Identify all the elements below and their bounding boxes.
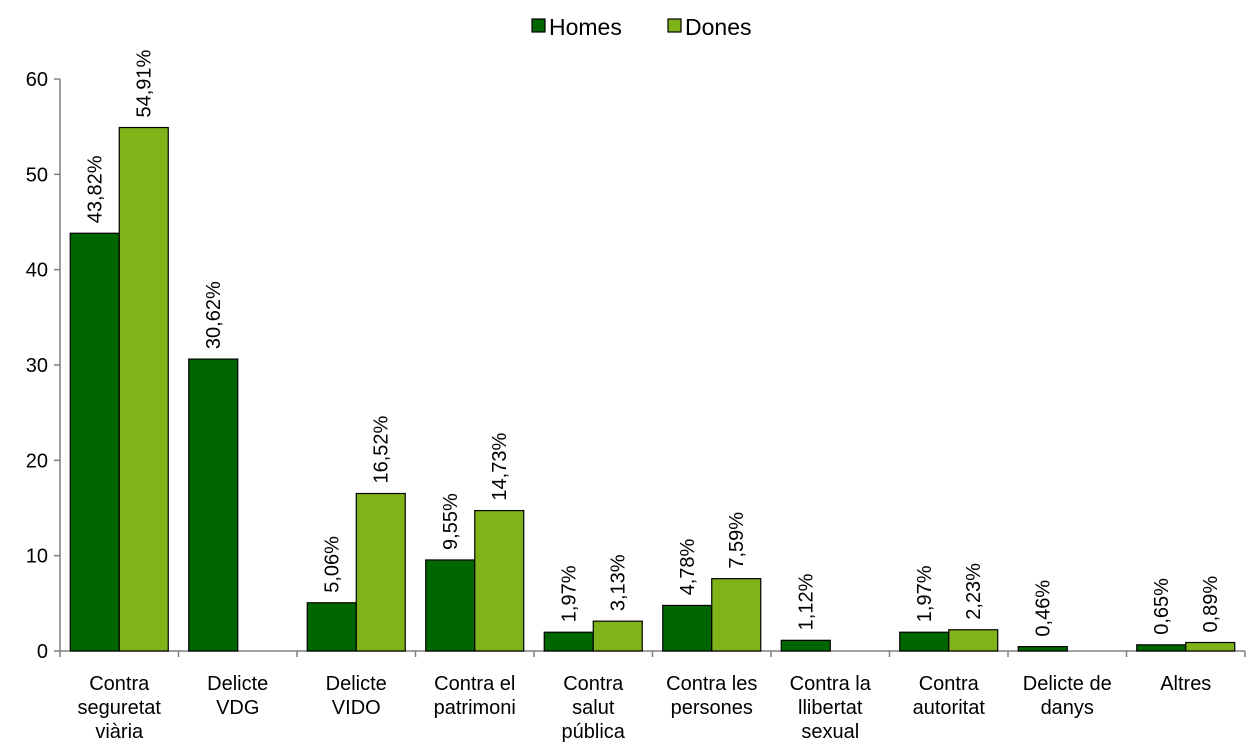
y-tick-label: 10 (26, 546, 48, 568)
bar-homes (543, 631, 594, 652)
bar-dones (1185, 641, 1236, 652)
data-label: 2,23% (963, 563, 985, 620)
data-labels: 43,82% 54,91% 30,62% 5,06% 16,52% 9,55% 14,73%… (85, 49, 1223, 636)
data-label: 1,12% (796, 573, 818, 630)
x-category-label: Contra seguretat viària (78, 673, 162, 743)
x-category-label: Contra la llibertat sexual (790, 673, 872, 743)
bar-dones (355, 492, 406, 652)
bar-dones (948, 629, 999, 652)
y-axis: 0 10 20 30 40 50 60 (26, 69, 61, 663)
data-label: 0,65% (1151, 578, 1173, 635)
bar-homes (425, 559, 476, 652)
y-tick-label: 40 (26, 260, 48, 282)
y-tick-label: 30 (26, 355, 48, 377)
y-tick-label: 0 (37, 641, 48, 663)
x-category-label: Contra el patrimoni (434, 673, 516, 719)
data-label: 1,97% (914, 565, 936, 622)
data-label: 30,62% (203, 281, 225, 349)
bar-homes (306, 602, 357, 652)
data-label: 7,59% (726, 512, 748, 569)
data-label: 4,78% (677, 539, 699, 596)
bar-homes (662, 604, 713, 652)
legend-swatch-homes (531, 18, 546, 33)
legend: Homes Dones (531, 14, 751, 40)
bar-homes (1017, 646, 1068, 652)
legend-label-homes: Homes (549, 14, 622, 40)
bar-homes (69, 232, 120, 652)
data-label: 14,73% (489, 433, 511, 501)
x-category-label: Contra salut pública (562, 673, 626, 743)
data-label: 5,06% (322, 536, 344, 593)
bar-dones (474, 509, 525, 652)
data-label: 16,52% (371, 415, 393, 483)
x-category-label: Contra les persones (666, 673, 757, 719)
x-category-label: Altres (1160, 673, 1211, 695)
data-label: 3,13% (608, 554, 630, 611)
x-category-label: Contra autoritat (913, 673, 986, 719)
bars (69, 126, 1236, 652)
y-tick-label: 50 (26, 164, 48, 186)
x-axis: Contra seguretat viària Delicte VDG Delicte VI… (59, 650, 1246, 743)
bar-homes (1136, 644, 1187, 652)
y-tick-label: 20 (26, 450, 48, 472)
bar-homes (780, 639, 831, 652)
x-category-label: Delicte VIDO (326, 673, 387, 719)
x-category-label: Delicte VDG (207, 673, 268, 719)
bar-dones (592, 620, 643, 652)
legend-swatch-dones (667, 18, 682, 33)
bar-homes (188, 358, 239, 652)
y-tick-label: 60 (26, 69, 48, 91)
bar-homes (899, 631, 950, 652)
data-label: 1,97% (559, 565, 581, 622)
legend-label-dones: Dones (685, 14, 751, 40)
data-label: 43,82% (85, 155, 107, 223)
x-category-label: Delicte de danys (1023, 673, 1112, 719)
data-label: 54,91% (134, 49, 156, 117)
data-label: 0,89% (1200, 576, 1222, 633)
data-label: 0,46% (1033, 580, 1055, 637)
bar-dones (118, 126, 169, 652)
bar-dones (711, 578, 762, 652)
data-label: 9,55% (440, 493, 462, 550)
